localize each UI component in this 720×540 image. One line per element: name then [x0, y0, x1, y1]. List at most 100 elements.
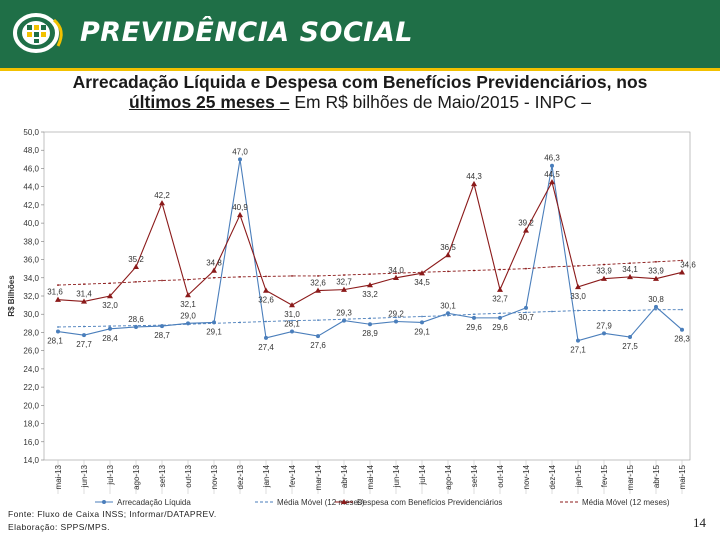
x-tick-label: ago-13 — [132, 464, 141, 489]
data-label: 32,7 — [492, 295, 508, 304]
moving-average-point — [291, 319, 293, 322]
data-label: 27,7 — [76, 340, 92, 349]
data-label: 31,0 — [284, 310, 300, 319]
moving-average-point — [499, 268, 501, 271]
x-tick-label: mai-14 — [366, 464, 375, 489]
brand-title: PREVIDÊNCIA SOCIAL — [80, 17, 413, 48]
data-label: 28,1 — [47, 337, 63, 346]
x-tick-label: dez-14 — [548, 464, 557, 489]
despesa-point — [159, 200, 165, 206]
moving-average-point — [239, 275, 241, 278]
despesa-point — [549, 179, 555, 185]
despesa-point — [263, 287, 269, 293]
moving-average-point — [629, 309, 631, 312]
footer-source: Fonte: Fluxo de Caixa INSS; Informar/DAT… — [8, 508, 217, 534]
x-tick-label: out-14 — [496, 464, 505, 487]
moving-average-point — [57, 284, 59, 286]
x-tick-label: set-14 — [470, 464, 479, 487]
despesa-point — [471, 180, 477, 187]
arrecadacao-point — [394, 319, 398, 324]
moving-average-point — [603, 263, 605, 266]
moving-average-point — [395, 316, 397, 319]
moving-average-point — [161, 279, 163, 282]
arrecadacao-point — [446, 311, 450, 316]
arrecadacao-point — [56, 329, 60, 334]
y-tick-label: 18,0 — [23, 420, 39, 429]
despesa-point — [289, 302, 295, 308]
arrecadacao-point — [680, 327, 684, 332]
data-label: 33,9 — [596, 267, 612, 276]
data-label: 34,8 — [206, 258, 222, 267]
data-label: 32,6 — [310, 279, 326, 288]
data-label: 29,6 — [492, 323, 508, 332]
moving-average-point — [629, 262, 631, 265]
arrecadacao-point — [290, 329, 294, 334]
moving-average-point — [135, 280, 137, 283]
arrecadacao-point — [628, 335, 632, 339]
x-tick-label: mar-14 — [314, 464, 323, 490]
despesa-point — [679, 269, 685, 275]
data-label: 34,6 — [680, 260, 696, 269]
moving-average-point — [421, 315, 423, 318]
data-label: 28,4 — [102, 334, 118, 343]
y-tick-label: 44,0 — [23, 183, 39, 192]
data-label: 28,3 — [674, 335, 690, 344]
moving-average-point — [187, 323, 189, 326]
page-title: Arrecadação Líquida e Despesa com Benefí… — [20, 72, 700, 112]
legend-marker — [341, 499, 347, 504]
data-label: 27,4 — [258, 343, 274, 352]
title-bold-part2: últimos 25 meses – — [128, 92, 290, 112]
moving-average-point — [57, 326, 59, 328]
x-tick-label: jun-13 — [80, 464, 89, 488]
y-tick-label: 48,0 — [23, 146, 39, 155]
y-tick-label: 36,0 — [23, 256, 39, 265]
y-tick-label: 46,0 — [23, 164, 39, 173]
data-label: 27,5 — [622, 342, 638, 351]
arrecadacao-point — [238, 157, 242, 162]
y-tick-label: 38,0 — [23, 237, 39, 246]
moving-average-point — [83, 283, 85, 286]
y-tick-label: 28,0 — [23, 328, 39, 337]
x-tick-label: nov-14 — [522, 464, 531, 489]
y-tick-label: 20,0 — [23, 401, 39, 410]
y-tick-label: 16,0 — [23, 438, 39, 447]
moving-average-point — [551, 310, 553, 313]
data-label: 30,7 — [518, 313, 534, 322]
despesa-point — [367, 282, 373, 288]
y-tick-label: 34,0 — [23, 274, 39, 283]
y-tick-label: 32,0 — [23, 292, 39, 301]
y-tick-label: 22,0 — [23, 383, 39, 392]
arrecadacao-point — [576, 338, 580, 343]
data-label: 39,2 — [518, 218, 534, 227]
y-axis-label: R$ Bilhões — [7, 275, 16, 317]
source-line-2: Elaboração: SPPS/MPS. — [8, 522, 110, 532]
moving-average-point — [213, 322, 215, 325]
arrecadacao-point — [472, 315, 476, 320]
moving-average-point — [343, 274, 345, 276]
data-label: 32,6 — [258, 296, 274, 305]
moving-average-point — [135, 324, 137, 327]
moving-average-point — [421, 271, 423, 274]
previdencia-logo-icon — [13, 13, 63, 53]
moving-average-point — [525, 311, 527, 314]
moving-average-point — [551, 265, 553, 268]
despesa-point — [341, 286, 347, 292]
series-line-0 — [57, 159, 683, 342]
moving-average-point — [499, 312, 501, 315]
despesa-point — [185, 292, 191, 298]
data-label: 29,1 — [206, 327, 222, 336]
x-tick-label: mar-15 — [626, 464, 635, 490]
series-line-3 — [57, 260, 683, 286]
data-label: 27,1 — [570, 346, 586, 355]
moving-average-point — [265, 275, 267, 278]
data-label: 34,5 — [414, 278, 430, 287]
title-normal-part: Em R$ bilhões de Maio/2015 - INPC – — [289, 92, 592, 112]
moving-average-point — [161, 324, 163, 327]
x-tick-label: mai-15 — [678, 464, 687, 489]
x-tick-label: set-13 — [158, 464, 167, 487]
moving-average-point — [343, 318, 345, 321]
moving-average-point — [187, 278, 189, 281]
moving-average-point — [369, 273, 371, 276]
page-number: 14 — [693, 515, 706, 530]
x-tick-label: out-13 — [184, 464, 193, 487]
